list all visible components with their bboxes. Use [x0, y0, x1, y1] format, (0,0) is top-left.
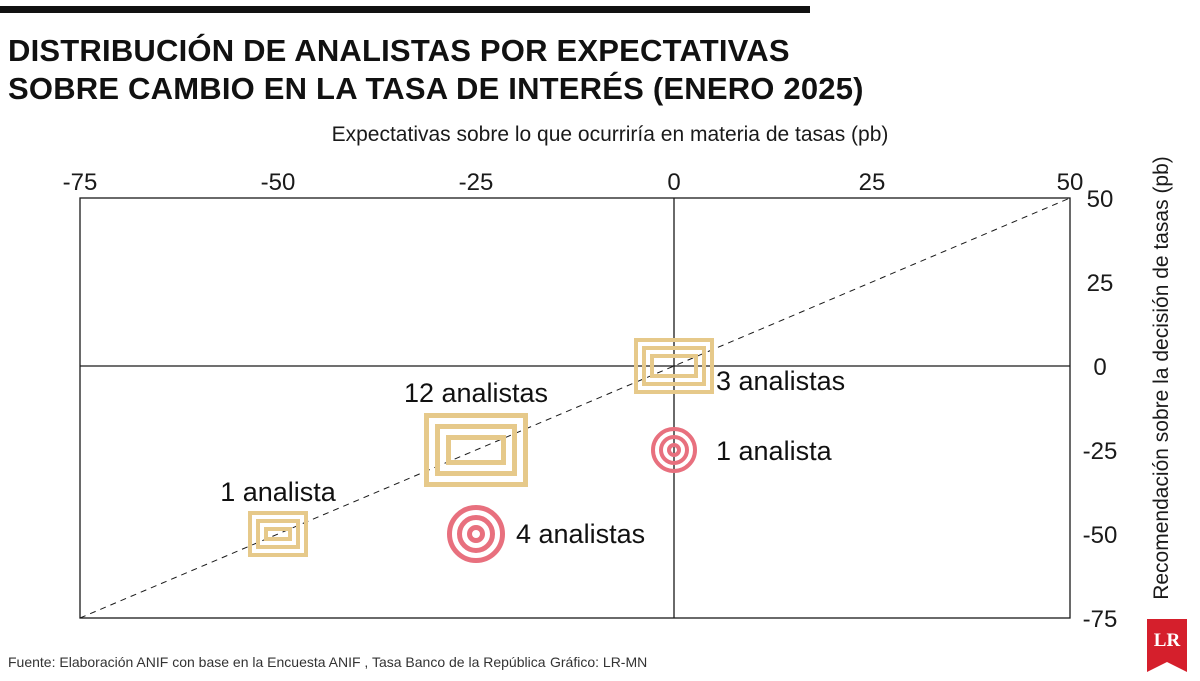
square-marker-ring — [446, 435, 506, 465]
circle-marker-ring — [447, 505, 505, 563]
top-rule — [0, 6, 810, 13]
reference-line-dashed — [79, 197, 1071, 619]
data-label: 1 analista — [220, 477, 337, 507]
x-tick-label: -50 — [261, 169, 296, 196]
y-tick-label: 0 — [1093, 354, 1106, 381]
square-marker-ring — [435, 424, 517, 476]
data-label: 4 analistas — [516, 519, 645, 549]
circle-marker-ring — [457, 515, 495, 553]
square-marker-ring — [264, 527, 292, 541]
svg-text:LR: LR — [1154, 630, 1181, 651]
title-line-2: SOBRE CAMBIO EN LA TASA DE INTERÉS (ENER… — [8, 71, 864, 106]
circle-marker-ring — [667, 443, 681, 457]
y-tick-label: 50 — [1087, 186, 1114, 213]
lr-logo-icon: LR — [1147, 619, 1187, 672]
y-tick-label: -50 — [1083, 522, 1118, 549]
data-label: 3 analistas — [716, 366, 845, 396]
y-tick-label: -25 — [1083, 438, 1118, 465]
circle-marker-ring — [651, 427, 697, 473]
x-tick-label: -25 — [459, 169, 494, 196]
x-tick-label: -75 — [63, 169, 98, 196]
circle-marker-ring — [467, 525, 485, 543]
graphic-credit: Gráfico: LR-MN — [550, 654, 648, 670]
square-marker-ring — [642, 346, 706, 386]
square-marker-ring — [634, 338, 714, 394]
y-axis-label: Recomendación sobre la decisión de tasas… — [1150, 156, 1173, 600]
data-label: 1 analista — [716, 436, 833, 466]
square-marker-ring — [256, 519, 300, 549]
x-tick-label: 0 — [667, 169, 680, 196]
square-marker-ring — [424, 413, 528, 487]
x-tick-label: 50 — [1057, 169, 1084, 196]
title-line-1: DISTRIBUCIÓN DE ANALISTAS POR EXPECTATIV… — [8, 33, 790, 68]
source-note: Fuente: Elaboración ANIF con base en la … — [8, 654, 546, 670]
data-label: 12 analistas — [404, 378, 548, 408]
x-tick-label: 25 — [859, 169, 886, 196]
square-marker-ring — [248, 511, 308, 557]
circle-marker-ring — [659, 435, 689, 465]
square-marker-ring — [650, 354, 698, 378]
chart-title: DISTRIBUCIÓN DE ANALISTAS POR EXPECTATIV… — [8, 32, 1008, 108]
y-tick-label: 25 — [1087, 270, 1114, 297]
y-tick-label: -75 — [1083, 606, 1118, 633]
x-axis-label: Expectativas sobre lo que ocurriría en m… — [332, 123, 889, 146]
plot-frame — [79, 197, 1071, 619]
